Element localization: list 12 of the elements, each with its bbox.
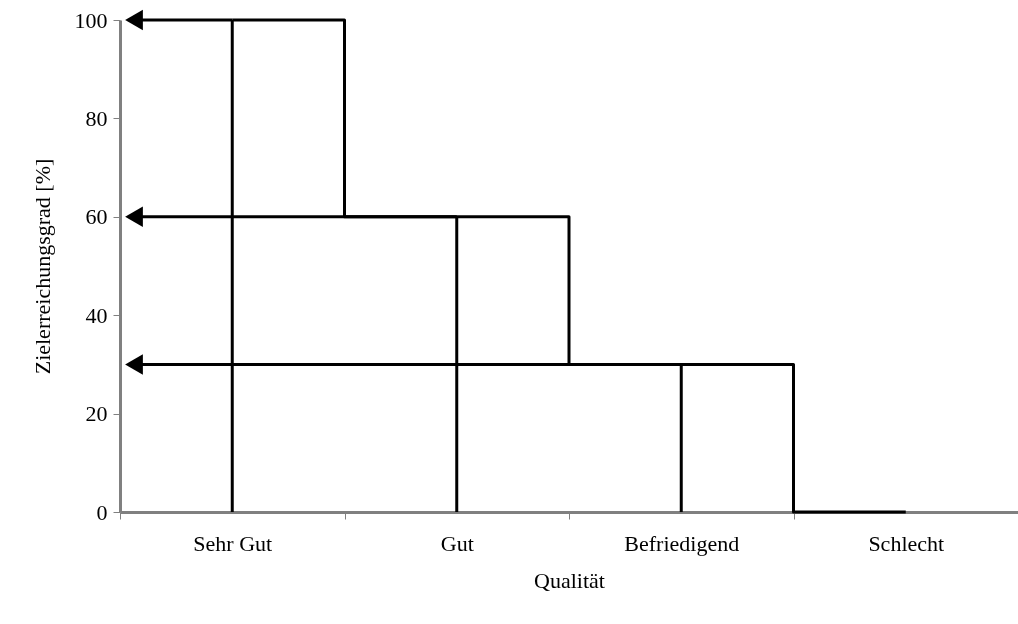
x-tick-label: Schlecht bbox=[868, 530, 945, 556]
y-tick-label: 0 bbox=[96, 499, 108, 525]
y-axis-title: Zielerreichungsgrad [%] bbox=[29, 158, 55, 375]
x-tick-label: Gut bbox=[440, 530, 474, 556]
y-tick-label: 80 bbox=[85, 105, 108, 131]
y-tick-label: 20 bbox=[85, 401, 108, 427]
x-axis-title: Qualität bbox=[534, 567, 605, 593]
x-tick-label: Sehr Gut bbox=[193, 530, 273, 556]
y-tick-label: 60 bbox=[85, 204, 108, 230]
y-tick-label: 100 bbox=[74, 7, 108, 33]
x-tick-label: Befriedigend bbox=[624, 530, 740, 556]
y-tick-label: 40 bbox=[85, 302, 108, 328]
